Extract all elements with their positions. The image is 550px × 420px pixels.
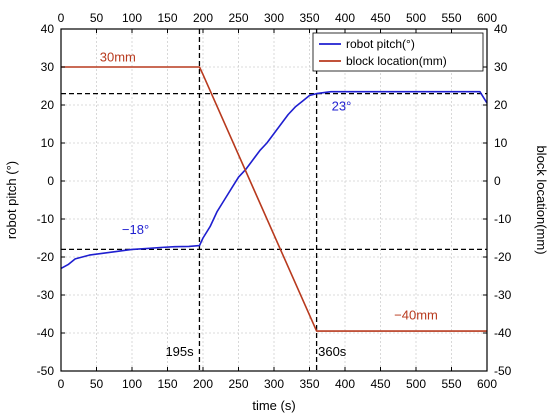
axis-ticks: 0050501001001501502002002502503003003503… <box>37 11 512 391</box>
annotations: 30mm −18° 23° −40mm 195s 360s <box>100 49 438 359</box>
y-tick-label-right: 0 <box>494 174 501 188</box>
y-tick-label-right: 10 <box>494 136 508 150</box>
x-tick-label-bottom: 550 <box>441 377 461 391</box>
y-tick-label-right: -40 <box>494 326 512 340</box>
y-tick-label-left: -40 <box>37 326 55 340</box>
y-tick-label-left: 20 <box>41 98 55 112</box>
x-tick-label-top: 150 <box>157 11 177 25</box>
annotation-label: 360s <box>318 344 347 359</box>
x-tick-label-bottom: 250 <box>228 377 248 391</box>
x-tick-label-top: 0 <box>58 11 65 25</box>
legend-box <box>312 32 484 72</box>
y-tick-label-right: 20 <box>494 98 508 112</box>
y-tick-label-left: -20 <box>37 250 55 264</box>
y-tick-label-right: 30 <box>494 60 508 74</box>
series-line-robot-pitch <box>60 90 488 270</box>
annotation-label: 23° <box>332 99 352 114</box>
y-tick-label-left: 40 <box>41 22 55 36</box>
legend: robot pitch(°) block location(mm) <box>312 32 484 72</box>
x-tick-label-top: 100 <box>122 11 142 25</box>
y-axis-label-right: block location(mm) <box>534 145 549 254</box>
x-tick-label-bottom: 500 <box>406 377 426 391</box>
y-tick-label-right: -50 <box>494 364 512 378</box>
x-tick-label-top: 400 <box>335 11 355 25</box>
y-tick-label-left: 0 <box>47 174 54 188</box>
x-tick-label-top: 500 <box>406 11 426 25</box>
x-tick-label-bottom: 50 <box>90 377 104 391</box>
x-tick-label-top: 250 <box>228 11 248 25</box>
x-tick-label-top: 550 <box>441 11 461 25</box>
legend-label: block location(mm) <box>346 54 447 68</box>
x-tick-label-top: 600 <box>477 11 497 25</box>
annotation-label: −18° <box>122 222 149 237</box>
y-tick-label-left: 30 <box>41 60 55 74</box>
y-tick-label-left: -30 <box>37 288 55 302</box>
x-tick-label-bottom: 300 <box>264 377 284 391</box>
x-tick-label-top: 300 <box>264 11 284 25</box>
x-axis-label: time (s) <box>252 398 295 413</box>
x-tick-label-top: 350 <box>299 11 319 25</box>
legend-label: robot pitch(°) <box>346 37 415 51</box>
x-tick-label-bottom: 600 <box>477 377 497 391</box>
annotation-label: 195s <box>165 344 194 359</box>
y-tick-label-right: 40 <box>494 22 508 36</box>
y-tick-label-right: -20 <box>494 250 512 264</box>
y-tick-label-right: -10 <box>494 212 512 226</box>
y-tick-label-right: -30 <box>494 288 512 302</box>
x-tick-label-bottom: 0 <box>58 377 65 391</box>
x-tick-label-top: 450 <box>370 11 390 25</box>
annotation-label: 30mm <box>100 49 136 64</box>
series-lines <box>60 66 488 332</box>
x-tick-label-top: 50 <box>90 11 104 25</box>
y-tick-label-left: -10 <box>37 212 55 226</box>
x-tick-label-bottom: 400 <box>335 377 355 391</box>
y-axis-label-left: robot pitch (°) <box>4 161 19 239</box>
x-tick-label-bottom: 450 <box>370 377 390 391</box>
x-tick-label-bottom: 200 <box>193 377 213 391</box>
x-tick-label-bottom: 150 <box>157 377 177 391</box>
y-tick-label-left: -50 <box>37 364 55 378</box>
series-line-block-location <box>61 66 487 332</box>
x-tick-label-bottom: 100 <box>122 377 142 391</box>
reference-lines <box>61 29 487 371</box>
x-tick-label-top: 200 <box>193 11 213 25</box>
x-tick-label-bottom: 350 <box>299 377 319 391</box>
annotation-label: −40mm <box>394 308 438 323</box>
y-tick-label-left: 10 <box>41 136 55 150</box>
